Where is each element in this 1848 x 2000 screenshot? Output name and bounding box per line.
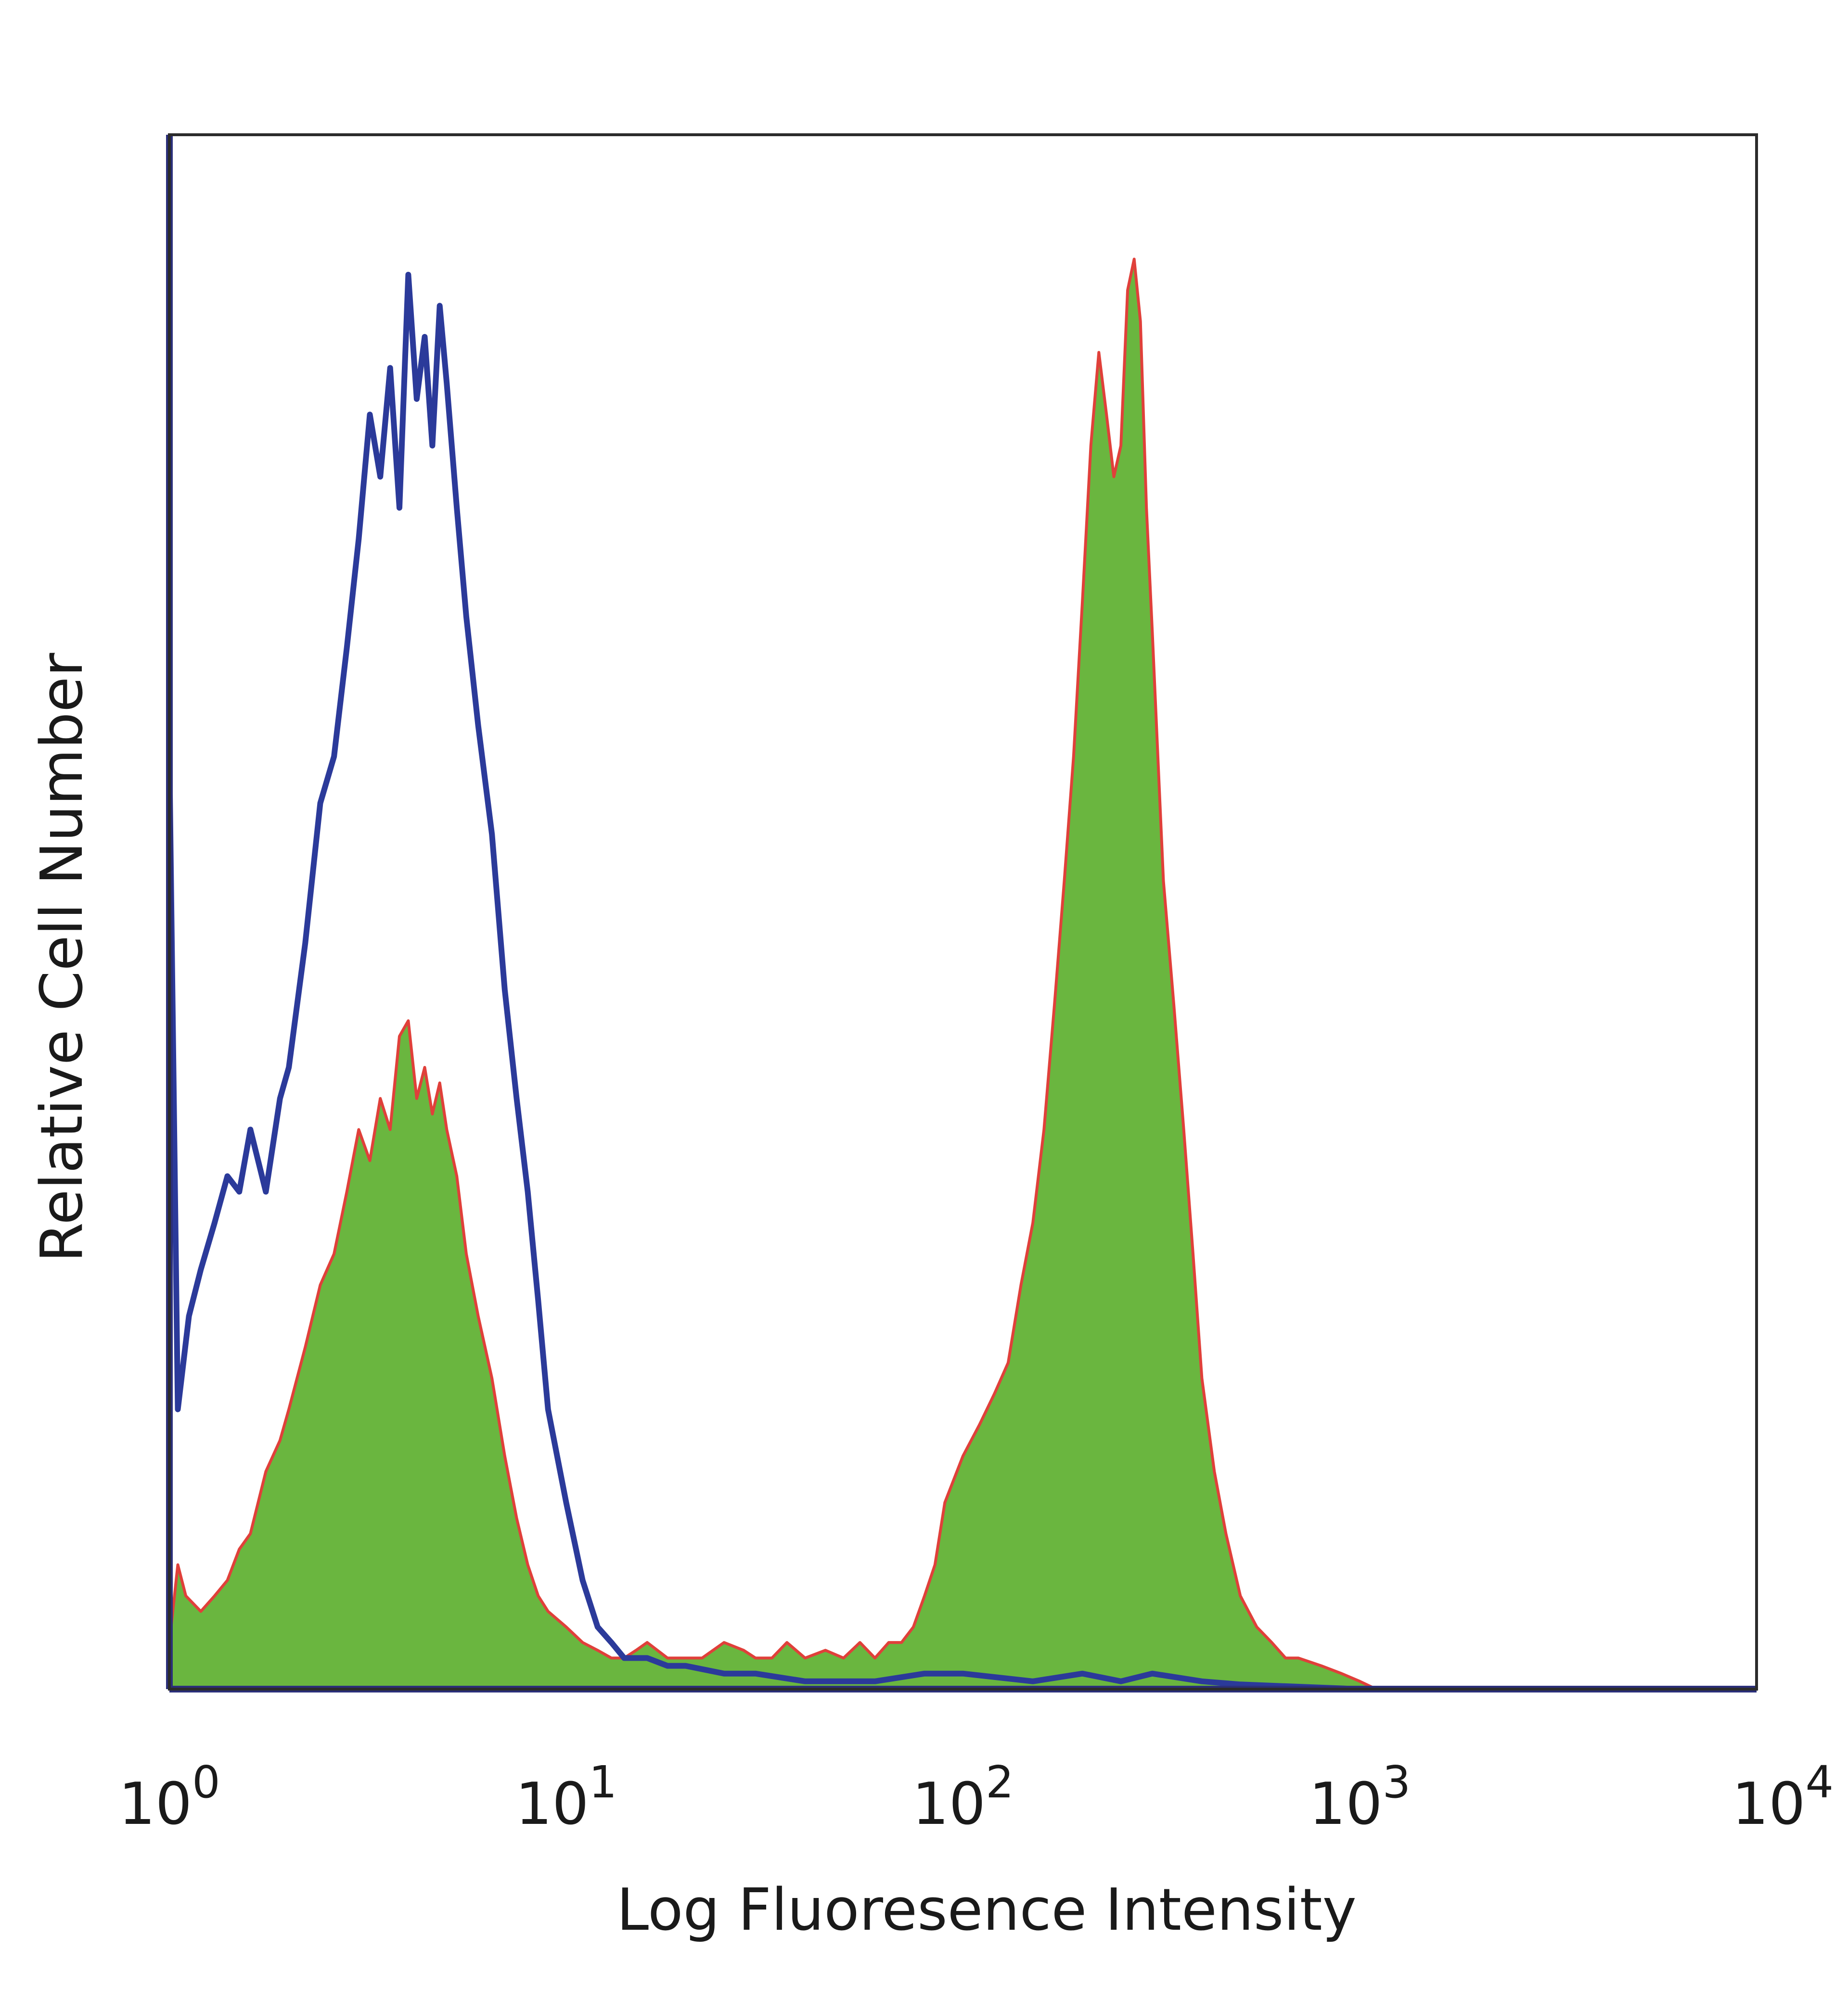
plot-frame bbox=[168, 133, 1758, 1691]
x-axis-title: Log Fluoresence Intensity bbox=[616, 1877, 1357, 1944]
x-tick-label: 103 bbox=[1309, 1756, 1411, 1838]
stained-histogram-area bbox=[168, 257, 1378, 1691]
isotype-histogram-line bbox=[167, 271, 1757, 1692]
x-tick-labels: 100 101 102 103 104 bbox=[118, 1756, 1834, 1838]
x-tick-label: 101 bbox=[515, 1756, 617, 1838]
x-tick-label: 102 bbox=[912, 1756, 1014, 1838]
x-tick-label: 100 bbox=[118, 1756, 220, 1838]
x-tick-label: 104 bbox=[1732, 1756, 1834, 1838]
plot-area bbox=[166, 135, 1757, 1692]
y-axis-title: Relative Cell Number bbox=[29, 653, 96, 1262]
